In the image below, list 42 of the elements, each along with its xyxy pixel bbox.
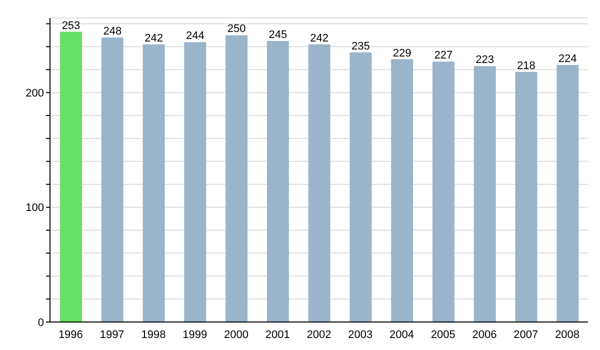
bar: [266, 40, 289, 322]
x-tick-label: 2005: [430, 328, 456, 341]
data-label: 242: [144, 32, 163, 44]
bar: [142, 44, 165, 322]
y-tick-label: 0: [38, 316, 44, 329]
bar: [432, 62, 454, 322]
data-label: 242: [310, 32, 328, 44]
x-tick-label: 1996: [58, 328, 83, 341]
bar: [101, 38, 124, 322]
bar: [308, 44, 330, 322]
data-label: 218: [517, 60, 536, 72]
bar: [60, 32, 82, 322]
x-tick-label: 2004: [390, 328, 414, 341]
data-label: 245: [268, 28, 288, 41]
data-label: 253: [62, 20, 80, 32]
bar: [515, 72, 538, 322]
x-tick-label: 1998: [141, 328, 166, 341]
bar: [350, 52, 372, 322]
data-label: 244: [186, 30, 204, 42]
data-label: 248: [103, 26, 122, 38]
x-tick-label: 1999: [182, 328, 208, 341]
x-tick-label: 2007: [514, 328, 538, 341]
x-tick-label: 2001: [265, 328, 290, 341]
y-tick-label: 200: [26, 87, 44, 100]
x-tick-label: 1997: [100, 328, 124, 341]
x-tick-label: 2008: [555, 328, 580, 341]
data-label: 229: [392, 47, 412, 60]
y-tick-label: 100: [26, 202, 44, 214]
x-tick-label: 2006: [472, 328, 497, 341]
bar: [391, 59, 414, 322]
data-label: 224: [558, 53, 577, 66]
bar: [556, 65, 579, 322]
bar: [226, 35, 248, 322]
data-label: 235: [352, 40, 370, 52]
data-label: 227: [434, 50, 453, 62]
data-label: 223: [476, 54, 494, 66]
data-label: 250: [227, 23, 246, 36]
x-tick-label: 2002: [306, 328, 332, 341]
bar: [474, 66, 496, 322]
bar: [184, 42, 206, 322]
x-tick-label: 2003: [348, 328, 373, 341]
x-tick-label: 2000: [224, 328, 248, 341]
